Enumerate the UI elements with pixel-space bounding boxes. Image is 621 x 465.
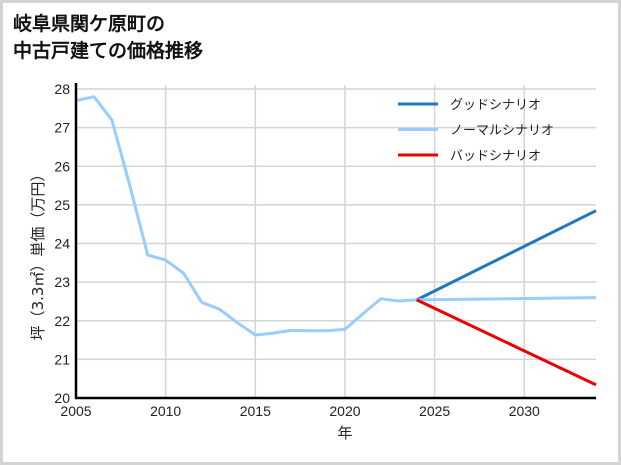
chart-title-line1: 岐阜県関ケ原町の — [13, 13, 166, 35]
series-line-2 — [416, 298, 597, 387]
chart-title: 岐阜県関ケ原町の 中古戸建ての価格推移 — [13, 11, 203, 65]
y-tick-label: 25 — [54, 197, 70, 213]
y-tick-label: 20 — [54, 390, 70, 406]
legend-label: ノーマルシナリオ — [450, 124, 554, 139]
y-tick-label: 27 — [54, 120, 70, 136]
line-chart: 20 21 22 23 24 25 26 27 28 2005 2010 2015 2020 2025 20… — [29, 81, 597, 442]
x-tick-label: 2020 — [329, 403, 360, 419]
y-tick-label: 24 — [54, 236, 70, 252]
series-line-0 — [416, 209, 597, 302]
x-tick-label: 2030 — [509, 403, 540, 419]
x-axis-label: 年 — [337, 424, 352, 442]
chart-title-line2: 中古戸建ての価格推移 — [13, 40, 204, 62]
series-line-1 — [75, 95, 597, 337]
legend-label: グッドシナリオ — [450, 98, 541, 113]
x-tick-label: 2005 — [60, 403, 91, 419]
x-tick-label: 2025 — [419, 403, 450, 419]
y-tick-label: 28 — [54, 81, 70, 97]
x-tick-label: 2010 — [150, 403, 181, 419]
y-tick-label: 26 — [54, 158, 70, 174]
y-axis-label: 坪（3.3㎡）単価（万円） — [29, 167, 47, 341]
legend-label: バッドシナリオ — [450, 149, 541, 164]
y-tick-label: 23 — [54, 274, 70, 290]
y-tick-label: 21 — [54, 351, 70, 367]
grid — [76, 85, 596, 398]
y-tick-label: 22 — [54, 313, 70, 329]
x-tick-label: 2015 — [240, 403, 271, 419]
